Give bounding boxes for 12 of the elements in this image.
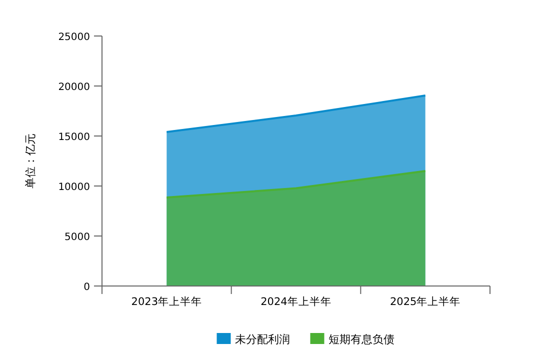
x-tick-label: 2024年上半年: [260, 295, 332, 308]
y-tick-label: 0: [84, 282, 90, 293]
y-tick-label: 5000: [64, 232, 90, 243]
y-tick-label: 10000: [58, 182, 90, 193]
x-tick-label: 2023年上半年: [131, 295, 202, 308]
y-tick-label: 15000: [58, 132, 90, 143]
y-tick-label: 25000: [58, 32, 90, 43]
y-tick-label: 20000: [58, 82, 90, 93]
y-axis-title: 单位：亿元: [24, 134, 37, 188]
legend-label: 未分配利润: [234, 333, 290, 346]
x-tick-label: 2025年上半年: [390, 295, 461, 308]
legend-label: 短期有息负债: [328, 333, 394, 346]
